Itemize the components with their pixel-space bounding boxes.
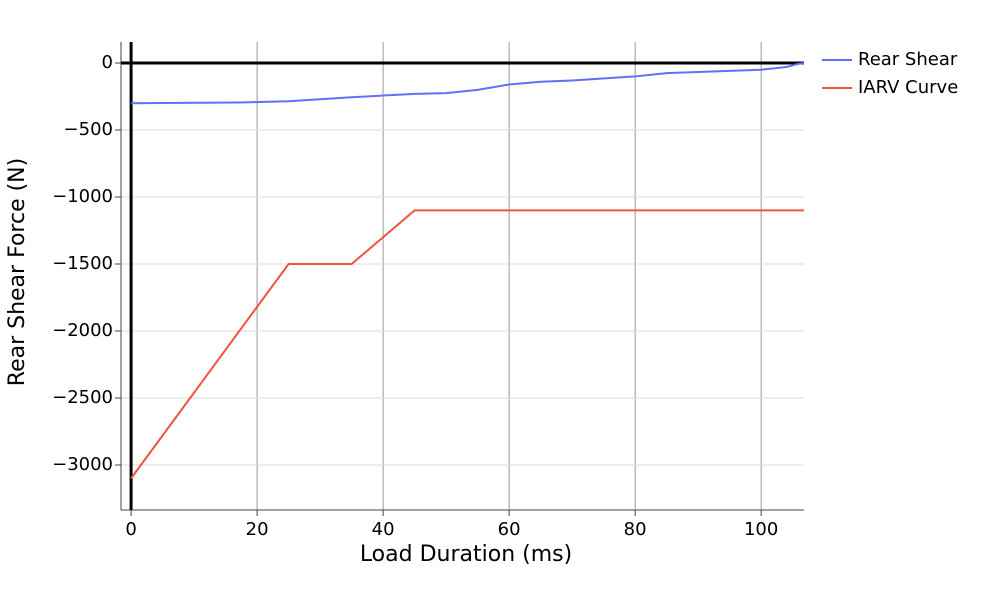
y-tick-label: −2500 bbox=[52, 387, 113, 408]
legend-label: IARV Curve bbox=[858, 77, 958, 98]
x-axis-title: Load Duration (ms) bbox=[360, 542, 572, 567]
line bbox=[130, 209, 804, 479]
y-tick-label: −1000 bbox=[52, 186, 113, 207]
y-tick-label: −500 bbox=[64, 119, 113, 140]
x-tick-label: 0 bbox=[125, 519, 136, 540]
x-tick-label: 100 bbox=[744, 519, 778, 540]
x-tick-label: 60 bbox=[498, 519, 521, 540]
x-tick-label: 80 bbox=[624, 519, 647, 540]
y-tick-label: −3000 bbox=[52, 454, 113, 475]
y-tick-label: 0 bbox=[102, 52, 113, 73]
x-tick-label: 40 bbox=[372, 519, 395, 540]
x-tick-label: 20 bbox=[246, 519, 269, 540]
y-tick-label: −2000 bbox=[52, 320, 113, 341]
line bbox=[131, 62, 805, 105]
y-tick-label: −1500 bbox=[52, 253, 113, 274]
legend-label: Rear Shear bbox=[858, 49, 958, 70]
y-axis-title: Rear Shear Force (N) bbox=[5, 158, 30, 386]
